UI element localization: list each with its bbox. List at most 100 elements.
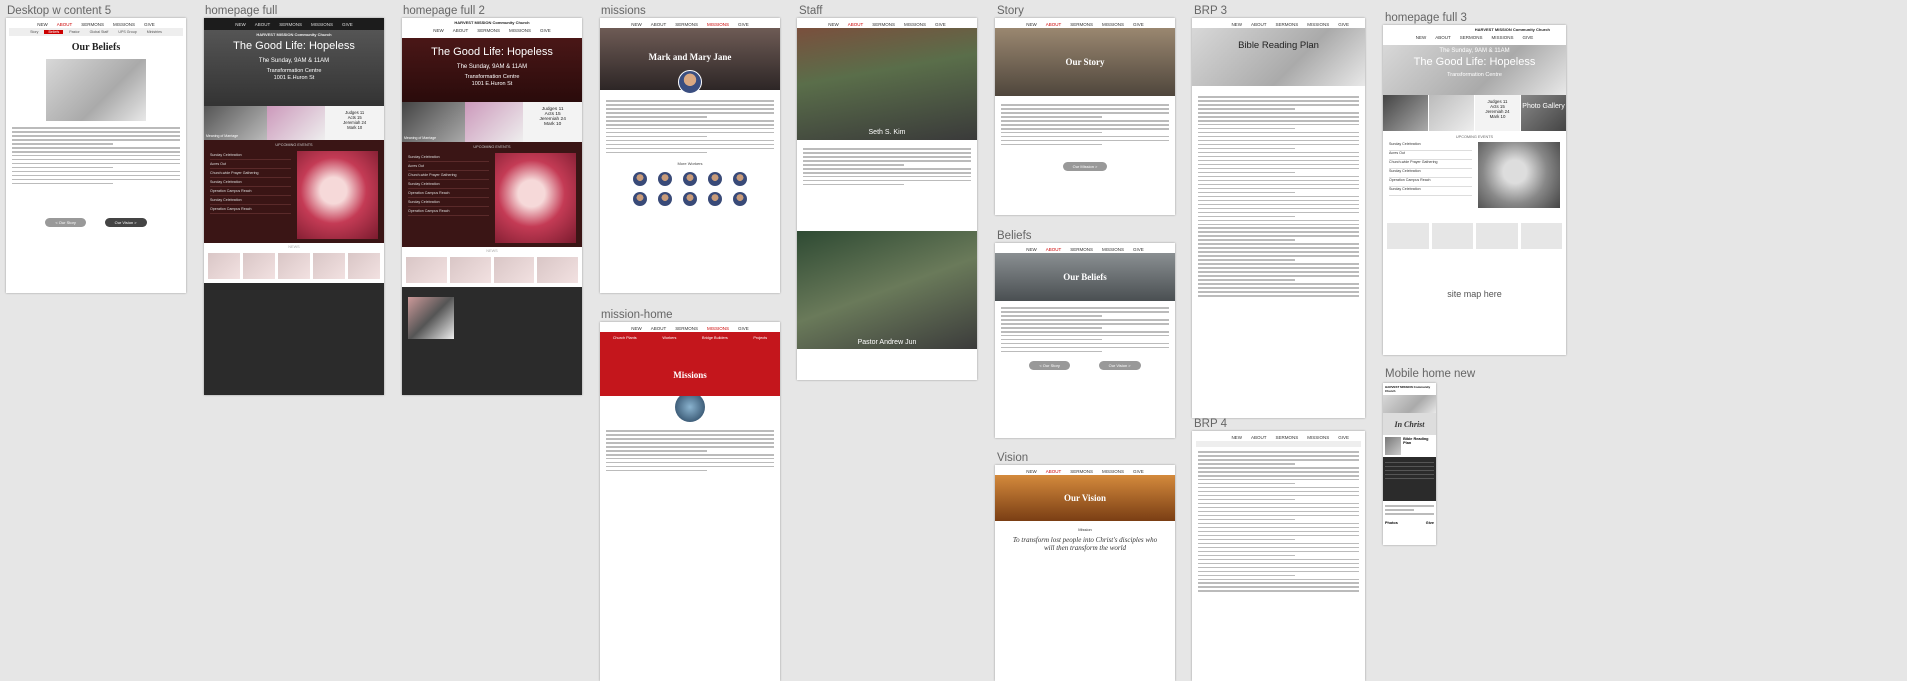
event-item[interactable]: Sunday Celebration — [1389, 142, 1472, 151]
worker-card[interactable] — [630, 192, 651, 207]
artboard-staff[interactable]: NEW ABOUT SERMONS MISSIONS GIVE Seth S. … — [797, 18, 977, 380]
nav-item[interactable]: SERMONS — [477, 28, 500, 33]
event-item[interactable]: Operation Campus Reach — [408, 207, 489, 216]
nav-item[interactable]: GIVE — [1133, 247, 1144, 252]
nav-item[interactable]: NEW — [235, 21, 246, 27]
worker-card[interactable] — [729, 192, 750, 207]
sub-tab[interactable]: Global Staff — [89, 30, 109, 34]
worker-card[interactable] — [655, 192, 676, 207]
series-thumb[interactable] — [464, 102, 524, 142]
nav-item[interactable]: GIVE — [1338, 435, 1349, 440]
artboard-beliefs[interactable]: NEW ABOUT SERMONS MISSIONS GIVE Our Beli… — [995, 243, 1175, 438]
event-item[interactable] — [1385, 459, 1434, 463]
mission-col[interactable]: Workers — [662, 336, 677, 340]
event-item[interactable]: Acres Out — [210, 160, 291, 169]
worker-card[interactable] — [680, 192, 701, 207]
mission-col[interactable]: Projects — [753, 336, 768, 340]
news-thumb[interactable] — [313, 253, 345, 279]
event-item[interactable]: Acres Out — [1389, 151, 1472, 160]
sub-tab-active[interactable]: Beliefs — [44, 30, 64, 34]
nav-item[interactable]: ABOUT — [1250, 22, 1267, 27]
news-thumb[interactable] — [243, 253, 275, 279]
news-thumb[interactable] — [1520, 223, 1562, 249]
nav-item[interactable]: NEW — [1026, 469, 1037, 474]
sub-tab[interactable]: UPS Group — [118, 30, 137, 34]
sermon-thumb[interactable] — [1383, 95, 1428, 131]
artboard-missions[interactable]: NEW ABOUT SERMONS MISSIONS GIVE Mark and… — [600, 18, 780, 293]
nav-item[interactable]: NEW — [631, 22, 642, 27]
sub-tab[interactable]: Story — [30, 30, 39, 34]
nav-item[interactable]: SERMONS — [1070, 469, 1093, 474]
nav-item[interactable]: SERMONS — [1459, 35, 1483, 40]
nav-item[interactable]: GIVE — [1133, 22, 1144, 27]
our-mission-button[interactable]: Our Mission > — [1062, 162, 1108, 172]
artboard-vision[interactable]: NEW ABOUT SERMONS MISSIONS GIVE Our Visi… — [995, 465, 1175, 681]
nav-item-active[interactable]: MISSIONS — [707, 22, 730, 27]
nav-item[interactable]: NEW — [1026, 22, 1037, 27]
event-item[interactable]: Acres Out — [408, 162, 489, 171]
event-item[interactable]: Operation Campus Reach — [408, 189, 489, 198]
news-thumb[interactable] — [208, 253, 240, 279]
event-item[interactable]: Sunday Celebration — [408, 153, 489, 162]
our-story-button[interactable]: < Our Story — [45, 218, 86, 228]
nav-item[interactable]: SERMONS — [872, 22, 895, 27]
news-thumb[interactable] — [537, 257, 578, 283]
worker-card[interactable] — [704, 172, 725, 187]
news-thumb[interactable] — [348, 253, 380, 279]
event-item[interactable]: Operation Campus Reach — [210, 187, 291, 196]
event-item[interactable]: Operation Campus Reach — [210, 205, 291, 214]
nav-item[interactable]: MISSIONS — [1307, 22, 1330, 27]
news-thumb[interactable] — [278, 253, 310, 279]
nav-item[interactable]: SERMONS — [675, 326, 698, 331]
nav-item[interactable]: ABOUT — [1435, 35, 1451, 40]
nav-item[interactable]: NEW — [1231, 435, 1242, 440]
nav-item[interactable]: GIVE — [1133, 469, 1144, 474]
nav-item[interactable]: ABOUT — [254, 21, 271, 27]
nav-item[interactable]: GIVE — [1338, 22, 1349, 27]
nav-item[interactable]: NEW — [37, 22, 48, 27]
sermon-thumb[interactable]: Meaning of Marriage — [402, 102, 465, 142]
nav-item[interactable]: SERMONS — [1275, 435, 1299, 440]
artboard-homepage-full-3[interactable]: HARVEST MISSION Community Church NEW ABO… — [1383, 25, 1566, 355]
event-item[interactable] — [1385, 463, 1434, 467]
event-item[interactable]: Sunday Celebration — [210, 151, 291, 160]
worker-card[interactable] — [704, 192, 725, 207]
nav-item[interactable]: MISSIONS — [311, 21, 334, 27]
nav-item[interactable]: MISSIONS — [1307, 435, 1330, 440]
artboard-mission-home[interactable]: NEW ABOUT SERMONS MISSIONS GIVE Church P… — [600, 322, 780, 681]
nav-item[interactable]: SERMONS — [1275, 22, 1299, 27]
event-item[interactable]: Sunday Celebration — [210, 178, 291, 187]
sub-tab[interactable]: Pastor — [69, 30, 80, 34]
nav-item[interactable]: NEW — [828, 22, 839, 27]
news-thumb[interactable] — [1476, 223, 1518, 249]
nav-item-active[interactable]: ABOUT — [56, 22, 73, 27]
nav-item[interactable]: GIVE — [935, 22, 946, 27]
sub-tab[interactable]: Ministries — [146, 30, 162, 34]
nav-item[interactable]: ABOUT — [650, 326, 667, 331]
series-thumb[interactable] — [266, 106, 326, 140]
nav-item[interactable]: MISSIONS — [1102, 22, 1125, 27]
nav-item-active[interactable]: MISSIONS — [707, 326, 730, 331]
nav-item[interactable]: SERMONS — [1070, 22, 1093, 27]
news-thumb[interactable] — [406, 257, 447, 283]
nav-item[interactable]: SERMONS — [81, 22, 104, 27]
nav-item[interactable]: MISSIONS — [904, 22, 927, 27]
event-item[interactable]: Sunday Celebration — [408, 198, 489, 207]
news-thumb[interactable] — [493, 257, 535, 283]
event-item[interactable]: Church-wide Prayer Gathering — [210, 169, 291, 178]
artboard-homepage-full[interactable]: NEW ABOUT SERMONS MISSIONS GIVE HARVEST … — [204, 18, 384, 395]
nav-item[interactable]: ABOUT — [650, 22, 667, 27]
nav-item[interactable]: MISSIONS — [1491, 35, 1514, 40]
nav-item[interactable]: NEW — [631, 326, 642, 331]
nav-item[interactable]: ABOUT — [452, 28, 469, 33]
artboard-brp-4[interactable]: NEW ABOUT SERMONS MISSIONS GIVE — [1192, 431, 1365, 681]
artboard-brp-3[interactable]: NEW ABOUT SERMONS MISSIONS GIVE Bible Re… — [1192, 18, 1365, 418]
event-item[interactable]: Operation Campus Reach — [1389, 178, 1472, 187]
mission-col[interactable]: Church Plants — [612, 336, 637, 340]
artboard-homepage-full-2[interactable]: HARVEST MISSION Community Church NEW ABO… — [402, 18, 582, 395]
nav-item[interactable]: MISSIONS — [509, 28, 532, 33]
nav-item-active[interactable]: ABOUT — [1045, 469, 1062, 474]
event-item[interactable] — [1385, 471, 1434, 475]
nav-item[interactable]: MISSIONS — [113, 22, 136, 27]
nav-item[interactable]: NEW — [433, 28, 444, 33]
